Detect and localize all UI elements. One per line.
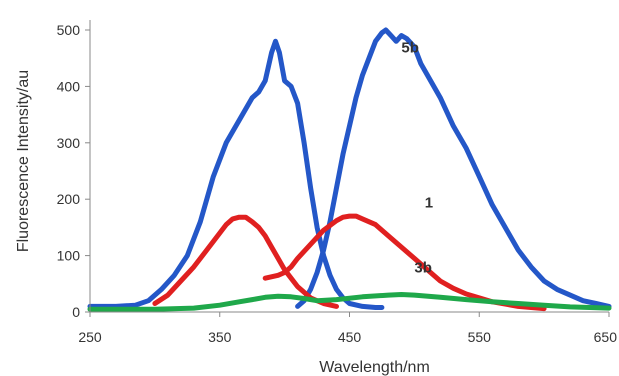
y-axis-title: Fluorescence Intensity/au [15, 70, 32, 252]
y-tick-label: 300 [57, 135, 81, 151]
x-tick-label: 650 [594, 329, 618, 345]
axes-layer: 0 100 200 300 400 500 250 350 450 550 650 5b 1 3b [57, 20, 618, 345]
series-label-1: 1 [425, 195, 433, 212]
x-tick-label: 350 [208, 329, 232, 345]
x-tick-label: 550 [468, 329, 492, 345]
series-layer [87, 27, 612, 312]
y-tick-label: 200 [57, 191, 81, 207]
series-line-5b-1 [295, 27, 612, 309]
y-tick-label: 400 [57, 78, 81, 94]
x-axis-title: Wavelength/nm [319, 359, 430, 376]
y-tick-label: 0 [72, 304, 80, 320]
series-line-3b-4 [87, 292, 612, 312]
series-label-5b: 5b [401, 40, 419, 57]
x-tick-label: 450 [338, 329, 362, 345]
series-line-5b-0 [87, 38, 385, 310]
y-tick-label: 100 [57, 248, 81, 264]
series-label-3b: 3b [414, 260, 432, 277]
series-line-1-2 [152, 214, 339, 309]
x-tick-label: 250 [78, 329, 102, 345]
y-tick-label: 500 [57, 22, 81, 38]
